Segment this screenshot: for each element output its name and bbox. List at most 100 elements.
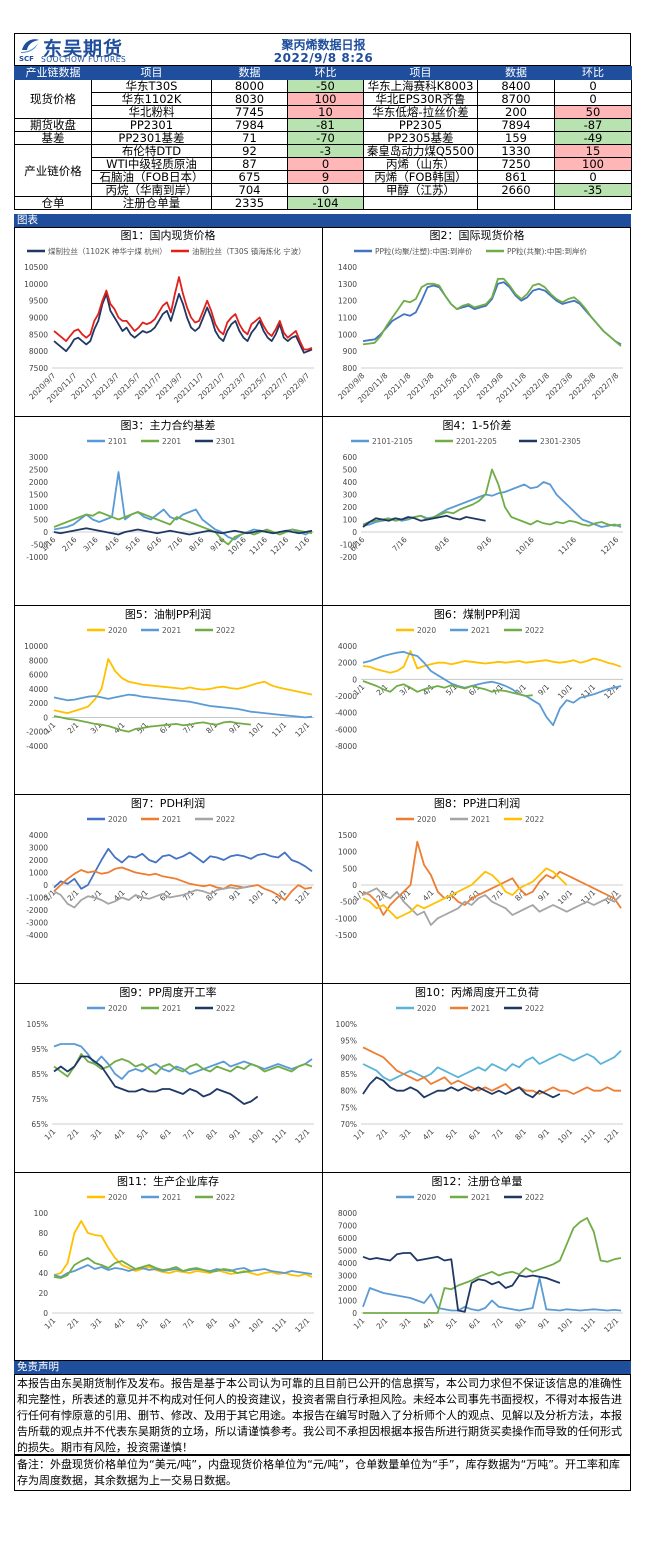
- y-tick-label: -1000: [26, 894, 48, 903]
- y-tick-label: 6000: [29, 671, 48, 680]
- x-tick-label: 8/16: [433, 535, 451, 553]
- legend-label: 煤制拉丝（1102K 神华宁煤 杭州）: [48, 246, 167, 256]
- value-cell: 7984: [211, 118, 288, 132]
- y-tick-label: 2000: [338, 1284, 357, 1293]
- series-line-2021: [53, 866, 313, 901]
- chart-pdh-profit: 图7：PDH利润 2020 2021 2022 4000 3000 2000 1000 0 -10…: [14, 795, 322, 983]
- y-tick-label: 0: [352, 675, 357, 684]
- x-tick-label: 4/1: [421, 1316, 436, 1331]
- y-tick-label: 60: [38, 1249, 48, 1258]
- y-tick-label: -2000: [335, 692, 357, 701]
- x-tick-label: 4/1: [112, 1316, 127, 1331]
- y-tick-label: 10000: [24, 642, 48, 651]
- series-line-2301-2305: [362, 514, 486, 528]
- legend-label: 2020: [108, 1193, 127, 1202]
- x-tick-label: 4/1: [112, 888, 127, 903]
- legend-label: 2021: [162, 815, 181, 824]
- group-label: 期货收盘: [14, 118, 92, 132]
- x-tick-label: 12/1: [293, 888, 311, 906]
- item-cell: 秦皇岛动力煤Q5500: [363, 144, 478, 158]
- chart-svg: 2020 2021 2022 10000 8000 6000 4000 2000 0 -2000 -…: [24, 626, 314, 751]
- x-tick-label: 2/1: [375, 1316, 390, 1331]
- charts-row-divider: [14, 1172, 631, 1173]
- chart-title: 图4：1-5价差: [442, 419, 512, 432]
- table-header: 数据: [211, 66, 288, 80]
- chart-svg: 2020 2021 2022 105% 95% 85% 75% 65%1/1 2/1 3/1 4/1…: [27, 1004, 314, 1145]
- x-tick-label: 8/1: [513, 1316, 528, 1331]
- group-label: 现货价格: [14, 79, 92, 119]
- chart-coal-pp-profit: 图6：煤制PP利润 2020 2021 2022 4000 2000 0 -2000 -4000…: [323, 606, 631, 794]
- group-label: 基差: [14, 131, 92, 145]
- change-cell: [554, 196, 632, 210]
- x-tick-label: 2/1: [375, 1127, 390, 1142]
- y-tick-label: 1300: [338, 280, 357, 289]
- x-tick-label: 1/16: [293, 535, 311, 553]
- x-tick-label: 3/1: [89, 1316, 104, 1331]
- y-tick-label: -1500: [335, 931, 357, 940]
- chart-title: 图10：丙烯周度开工负荷: [415, 986, 539, 999]
- y-tick-label: 75%: [31, 1095, 48, 1104]
- legend-label: 2020: [108, 626, 127, 635]
- x-tick-label: 12/16: [599, 535, 621, 557]
- y-tick-label: 0: [43, 881, 48, 890]
- x-tick-label: 12/1: [293, 1127, 311, 1145]
- x-tick-label: 10/1: [556, 1127, 574, 1145]
- item-cell: 石脑油（FOB日本）: [91, 170, 212, 184]
- table-row: 现货价格 华东T30S 8000 -50 华东上海赛科K8003 8400 0: [14, 79, 632, 119]
- value-cell: 7745: [211, 105, 288, 119]
- x-tick-label: 7/16: [390, 535, 408, 553]
- series-line-2020: [53, 658, 313, 714]
- y-tick-label: 3000: [29, 453, 48, 462]
- y-tick-label: -200: [340, 553, 357, 562]
- table-row: 仓单 注册仓单量 2335 -104: [14, 196, 632, 210]
- change-cell: 0: [554, 92, 632, 106]
- x-tick-label: 2/1: [66, 720, 81, 735]
- y-tick-label: -4000: [335, 709, 357, 718]
- group-label: 仓单: [14, 196, 92, 210]
- y-tick-label: 0: [352, 1309, 357, 1318]
- x-tick-label: 10/1: [556, 682, 574, 700]
- x-tick-label: 9/16: [208, 535, 226, 553]
- chart-legend: 2020 2021 2022: [396, 1193, 544, 1202]
- disclaimer-frame: [14, 1374, 631, 1455]
- table-header: 环比: [287, 66, 364, 80]
- value-cell: 861: [477, 170, 555, 184]
- series-line-2021: [53, 693, 313, 719]
- x-tick-label: 9/1: [536, 682, 551, 697]
- series-line-2201: [53, 511, 313, 546]
- x-tick-label: 10/1: [247, 888, 265, 906]
- x-tick-label: 10/16: [514, 535, 536, 557]
- y-tick-label: 80: [38, 1229, 48, 1238]
- table-row: 丙烷（华南到岸） 704 0 甲醇（江苏） 2660 -35: [15, 183, 632, 197]
- x-tick-label: 5/1: [444, 1127, 459, 1142]
- chart-title: 图12：注册仓单量: [431, 1175, 523, 1188]
- change-cell: 0: [554, 170, 632, 184]
- y-tick-label: 500: [343, 864, 358, 873]
- x-tick-label: 12/1: [602, 1127, 620, 1145]
- chart-international-spot: 图2：国际现货价格 PP粒(均聚/注塑):中国:到岸价 PP粒(共聚):中国:到岸价…: [323, 227, 631, 416]
- y-tick-label: 9000: [29, 314, 48, 323]
- y-tick-label: 8000: [29, 347, 48, 356]
- x-tick-label: 5/1: [135, 1316, 150, 1331]
- y-tick-label: 65%: [31, 1120, 48, 1129]
- x-tick-label: 5/1: [135, 1127, 150, 1142]
- item-cell: 注册仓单量: [91, 196, 212, 210]
- item-cell: 华东低熔-拉丝价差: [363, 105, 478, 119]
- change-cell: 0: [287, 183, 364, 197]
- series-line-2020: [53, 1220, 313, 1278]
- chart-svg: 2020 2021 2022 8000 7000 6000 5000 4000 3000 2000…: [338, 1193, 623, 1334]
- y-tick-label: 100: [34, 1209, 49, 1218]
- change-cell: -104: [287, 196, 364, 210]
- x-tick-label: 11/1: [579, 1127, 597, 1145]
- value-cell: 675: [211, 170, 288, 184]
- y-tick-label: 2000: [29, 856, 48, 865]
- x-tick-label: 6/16: [145, 535, 163, 553]
- x-tick-label: 11/1: [270, 1127, 288, 1145]
- table-header: 数据: [477, 66, 555, 80]
- charts-row-divider: [14, 983, 631, 984]
- change-cell: 15: [554, 144, 632, 158]
- item-cell: 华东1102K: [91, 92, 212, 106]
- notes-frame: [14, 1455, 631, 1491]
- legend-label: 2301: [216, 437, 235, 446]
- x-tick-label: 2/1: [66, 1127, 81, 1142]
